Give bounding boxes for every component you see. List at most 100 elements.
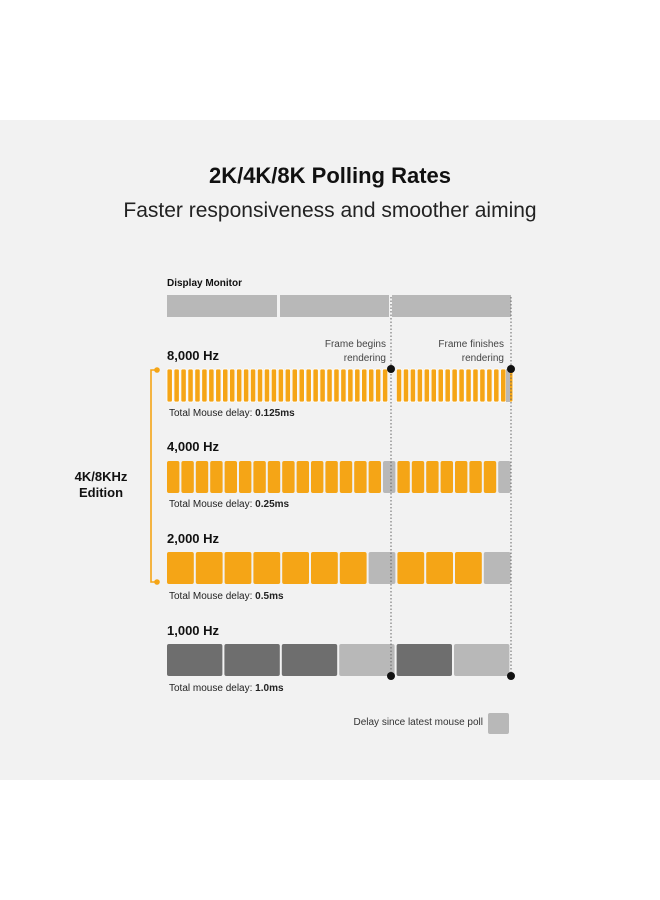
poll-block xyxy=(325,461,338,493)
delay-block xyxy=(483,552,511,584)
poll-block xyxy=(166,368,173,403)
poll-block xyxy=(311,461,324,493)
poll-block xyxy=(173,368,180,403)
poll-block xyxy=(256,368,264,403)
poll-block xyxy=(339,552,367,584)
poll-block xyxy=(423,368,430,403)
poll-block xyxy=(486,368,493,403)
delay-text-8000: Total Mouse delay: 0.125ms xyxy=(169,408,295,419)
poll-block xyxy=(291,368,298,403)
poll-block xyxy=(281,644,338,676)
poll-block xyxy=(210,461,223,493)
poll-block xyxy=(270,368,277,403)
poll-block xyxy=(396,644,452,676)
poll-block xyxy=(195,461,209,493)
poll-block xyxy=(465,368,472,403)
delay-block xyxy=(368,552,396,584)
edition-label: 4K/8KHz Edition xyxy=(74,469,128,500)
poll-block xyxy=(298,368,305,403)
poll-block xyxy=(479,368,486,403)
bars-2000 xyxy=(167,552,511,584)
bracket-line xyxy=(150,369,157,583)
page-title: 2K/4K/8K Polling Rates xyxy=(208,163,452,188)
monitor-frame-1 xyxy=(167,295,277,317)
legend-label: Delay since latest mouse poll xyxy=(353,717,483,728)
delay-block xyxy=(339,644,395,676)
poll-block xyxy=(187,368,194,403)
rate-label-2000: 2,000 Hz xyxy=(167,531,220,546)
frame-begins-note: Frame begins rendering xyxy=(324,339,386,364)
bars-1000 xyxy=(167,644,510,676)
poll-block xyxy=(426,552,453,584)
poll-block xyxy=(239,461,252,493)
poll-block xyxy=(402,368,410,403)
poll-block xyxy=(395,368,403,403)
poll-block xyxy=(284,368,291,403)
rate-label-8000: 8,000 Hz xyxy=(167,348,220,363)
poll-block xyxy=(455,461,468,493)
poll-block xyxy=(311,552,338,584)
poll-block xyxy=(368,461,381,493)
poll-block xyxy=(167,644,223,676)
poll-block xyxy=(229,368,236,403)
poll-block xyxy=(319,368,326,403)
poll-block xyxy=(326,368,333,403)
poll-block xyxy=(224,644,280,676)
poll-block xyxy=(354,461,367,493)
poll-block xyxy=(249,368,257,403)
poll-block xyxy=(354,368,361,403)
poll-block xyxy=(243,368,250,403)
delay-block xyxy=(454,644,510,676)
bars-8000 xyxy=(166,368,514,403)
poll-block xyxy=(493,368,500,403)
poll-block xyxy=(416,368,423,403)
frame-marker-dot xyxy=(387,672,395,680)
delay-text-4000: Total Mouse delay: 0.25ms xyxy=(169,499,290,510)
poll-block xyxy=(282,552,309,584)
poll-block xyxy=(267,461,281,493)
frame-markers xyxy=(387,297,515,680)
rate-label-1000: 1,000 Hz xyxy=(167,623,220,638)
poll-block xyxy=(181,461,194,493)
poll-block xyxy=(500,368,507,403)
edition-bracket xyxy=(150,367,160,585)
display-monitor-label: Display Monitor xyxy=(167,278,243,289)
delay-block xyxy=(383,461,396,493)
poll-block xyxy=(195,552,223,584)
delay-text-1000: Total mouse delay: 1.0ms xyxy=(169,683,284,694)
poll-block xyxy=(236,368,243,403)
poll-block xyxy=(426,461,439,493)
poll-block xyxy=(167,461,180,493)
poll-block xyxy=(440,461,453,493)
poll-block xyxy=(215,368,222,403)
bracket-dot-bottom xyxy=(154,579,160,585)
poll-block xyxy=(167,552,194,584)
bars-4000 xyxy=(167,461,511,493)
poll-block xyxy=(455,552,482,584)
rate-label-4000: 4,000 Hz xyxy=(167,439,220,454)
poll-block xyxy=(409,368,416,403)
poll-block xyxy=(347,368,354,403)
poll-block xyxy=(263,368,271,403)
poll-block xyxy=(222,368,229,403)
poll-block xyxy=(340,368,347,403)
poll-block xyxy=(483,461,497,493)
poll-block xyxy=(472,368,479,403)
legend-swatch xyxy=(488,713,509,734)
frame-marker-dot xyxy=(507,672,515,680)
poll-block xyxy=(312,368,319,403)
poll-block xyxy=(194,368,201,403)
delay-block xyxy=(498,461,511,493)
poll-block xyxy=(444,368,451,403)
poll-block xyxy=(451,368,458,403)
poll-block xyxy=(437,368,444,403)
poll-block xyxy=(224,552,252,584)
monitor-row xyxy=(167,295,511,317)
poll-block xyxy=(305,368,312,403)
monitor-frame-3 xyxy=(392,295,511,317)
poll-block xyxy=(208,368,215,403)
poll-block xyxy=(458,368,465,403)
poll-block xyxy=(224,461,237,493)
frame-marker-dot xyxy=(507,365,515,373)
